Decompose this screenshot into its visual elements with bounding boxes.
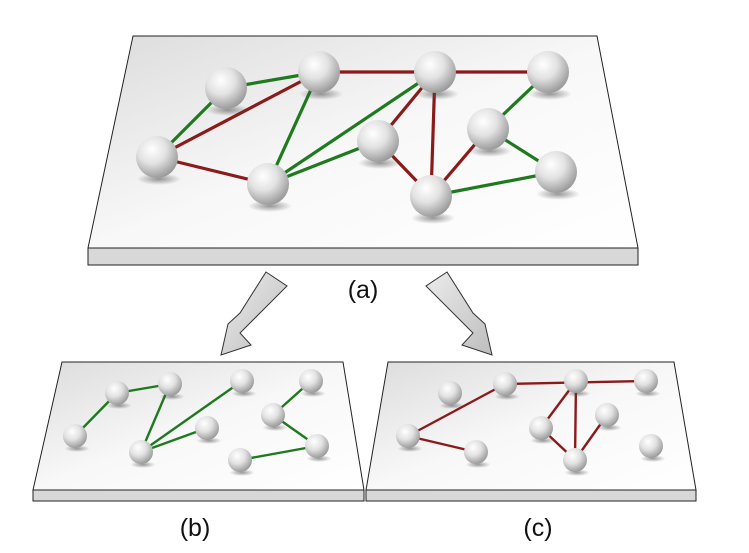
node-n5 [195, 416, 222, 444]
node-sphere [230, 369, 254, 393]
node-sphere [105, 381, 129, 405]
node-n7 [634, 369, 661, 397]
node-n3 [298, 51, 344, 100]
node-n4 [129, 440, 156, 468]
node-sphere [563, 448, 587, 472]
node-shadow [414, 88, 460, 100]
panel-label-c: (c) [523, 514, 553, 542]
node-shadow [136, 173, 182, 185]
node-sphere [438, 381, 462, 405]
node-sphere [396, 424, 420, 448]
node-sphere [129, 440, 153, 464]
node-n10 [305, 434, 332, 462]
node-shadow [527, 88, 573, 100]
node-sphere [228, 448, 252, 472]
node-sphere [63, 424, 87, 448]
node-n9 [563, 448, 590, 476]
node-shadow [535, 188, 581, 200]
edge-green-n4-n6 [266, 70, 437, 186]
node-sphere [639, 434, 663, 458]
node-n8 [467, 108, 513, 157]
edge-red-n1-n3 [406, 382, 507, 438]
node-sphere [467, 108, 509, 150]
graph-b-nodes [63, 369, 332, 476]
node-n2 [105, 381, 132, 409]
node-sphere [205, 67, 247, 109]
node-shadow [357, 157, 403, 169]
node-sphere [493, 372, 517, 396]
node-sphere [414, 51, 456, 93]
node-n2 [205, 67, 251, 116]
node-n3 [158, 372, 185, 400]
node-n6 [230, 369, 257, 397]
panel-label-b: (b) [179, 514, 211, 542]
node-n9 [228, 448, 255, 476]
node-sphere [564, 369, 588, 393]
node-sphere [158, 372, 182, 396]
node-n7 [527, 51, 573, 100]
node-shadow [298, 88, 344, 100]
node-n6 [564, 369, 591, 397]
node-n8 [261, 403, 288, 431]
node-sphere [357, 120, 399, 162]
node-sphere [529, 416, 553, 440]
node-n1 [63, 424, 90, 452]
node-sphere [464, 440, 488, 464]
node-n5 [529, 416, 556, 444]
node-n6 [414, 51, 460, 100]
node-n4 [464, 440, 491, 468]
node-n10 [535, 151, 581, 200]
node-sphere [136, 136, 178, 178]
node-n1 [396, 424, 423, 452]
node-sphere [535, 151, 577, 193]
panel-label-a: (a) [347, 276, 379, 304]
node-n10 [639, 434, 666, 462]
node-n9 [410, 175, 456, 224]
edge-green-n9-n10 [238, 444, 319, 462]
node-sphere [261, 403, 285, 427]
edge-green-n9-n10 [429, 170, 558, 198]
node-sphere [299, 369, 323, 393]
node-sphere [634, 369, 658, 393]
node-n1 [136, 136, 182, 185]
node-shadow [205, 104, 251, 116]
edge-green-n4-n6 [139, 379, 244, 454]
node-n7 [299, 369, 326, 397]
node-n3 [493, 372, 520, 400]
node-sphere [595, 403, 619, 427]
node-sphere [527, 51, 569, 93]
graph-a-nodes [136, 51, 581, 224]
node-sphere [247, 163, 289, 205]
node-n2 [438, 381, 465, 409]
node-shadow [410, 212, 456, 224]
arrow-to-c [425, 271, 493, 356]
node-n5 [357, 120, 403, 169]
node-sphere [410, 175, 452, 217]
node-n8 [595, 403, 622, 431]
node-shadow [467, 145, 513, 157]
node-shadow [247, 200, 293, 212]
arrow-to-b [220, 271, 288, 356]
node-sphere [298, 51, 340, 93]
graph-c-nodes [396, 369, 666, 476]
node-n4 [247, 163, 293, 212]
node-sphere [305, 434, 329, 458]
node-sphere [195, 416, 219, 440]
